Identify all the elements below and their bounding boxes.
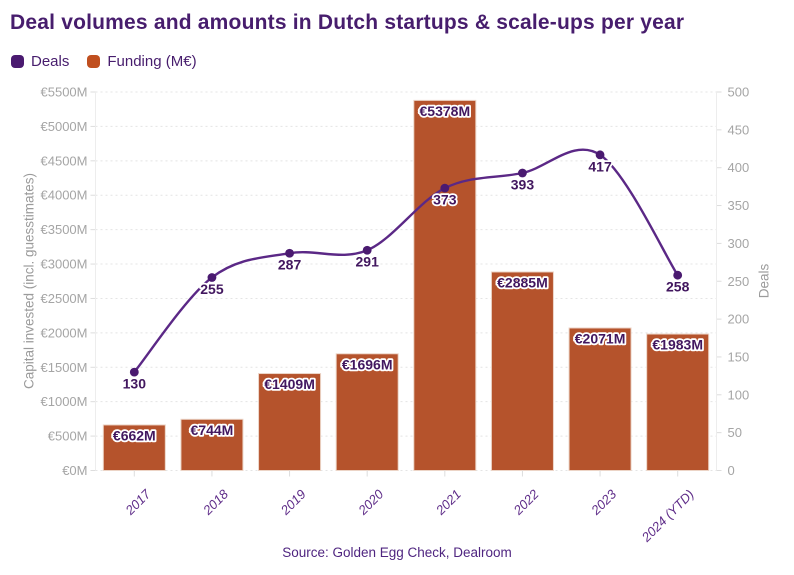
funding-bar-label: €2071M [575, 330, 626, 346]
deals-point-2019[interactable] [285, 248, 294, 258]
deals-point-label: 373 [433, 192, 457, 208]
left-axis-tick: €4000M [41, 188, 88, 203]
left-axis-tick: €0M [62, 463, 87, 478]
left-axis-tick: €4500M [41, 153, 88, 168]
right-axis-tick: 300 [728, 236, 750, 251]
funding-bar-label: €1409M [264, 376, 315, 392]
right-axis-tick: 150 [728, 349, 750, 364]
funding-bar-2017[interactable] [102, 424, 166, 471]
chart-title: Deal volumes and amounts in Dutch startu… [10, 11, 685, 34]
legend: Deals Funding (M€) [11, 53, 197, 70]
deals-point-label: 258 [666, 279, 690, 295]
x-axis-label-2019: 2019 [277, 487, 309, 519]
funding-bar-label: €1696M [342, 356, 393, 372]
x-axis-label-2021: 2021 [432, 487, 464, 519]
left-axis-tick: €5500M [41, 85, 88, 100]
deals-point-label: 393 [511, 176, 535, 192]
funding-bar-label: €2885M [497, 274, 548, 290]
funding-bar-2022[interactable] [490, 271, 554, 471]
source-caption: Source: Golden Egg Check, Dealroom [282, 545, 512, 560]
right-axis-tick: 100 [728, 387, 750, 402]
deals-point-2017[interactable] [129, 367, 139, 377]
right-axis-tick: 500 [728, 85, 750, 100]
deals-point-label: 291 [356, 254, 380, 270]
right-axis-tick: 50 [728, 425, 742, 440]
legend-label-funding: Funding (M€) [107, 53, 197, 70]
right-axis-tick: 450 [728, 122, 750, 137]
legend-label-deals: Deals [31, 53, 70, 70]
deals-point-label: 287 [278, 257, 302, 273]
left-axis-tick: €1000M [41, 394, 88, 409]
funding-bar-2024 (YTD)[interactable] [646, 333, 710, 471]
funding-bar-2020[interactable] [335, 353, 399, 471]
funding-bar-label: €662M [113, 427, 156, 443]
left-axis-tick: €5000M [41, 119, 88, 134]
deals-point-label: 255 [200, 281, 224, 297]
legend-item-deals[interactable]: Deals [11, 53, 69, 70]
right-axis-tick: 0 [728, 463, 735, 478]
deals-swatch-icon [11, 55, 24, 68]
left-axis-tick: €3500M [41, 222, 88, 237]
right-axis-tick: 400 [728, 160, 750, 175]
left-axis-tick: €1500M [41, 360, 88, 375]
funding-bar-label: €1983M [652, 337, 703, 353]
left-axis-tick: €3000M [41, 257, 88, 272]
deals-point-label: 417 [588, 158, 612, 174]
x-axis-label-2023: 2023 [587, 486, 619, 518]
left-axis-tick: €500M [48, 429, 88, 444]
deals-point-2018[interactable] [207, 273, 217, 282]
funding-bar-2023[interactable] [568, 327, 632, 471]
right-axis-tick: 200 [728, 312, 750, 327]
x-axis-label-2024 (YTD): 2024 (YTD) [638, 487, 697, 546]
x-axis-label-2022: 2022 [510, 486, 542, 518]
funding-swatch-icon [87, 55, 101, 68]
left-axis-tick: €2500M [41, 291, 88, 306]
funding-bar-label: €5378M [420, 103, 471, 119]
deals-point-2021[interactable] [440, 183, 450, 193]
deals-point-2023[interactable] [595, 150, 605, 160]
x-axis-label-2018: 2018 [199, 486, 231, 518]
x-axis-label-2017: 2017 [122, 486, 154, 518]
deals-point-2020[interactable] [362, 245, 372, 255]
funding-bar-label: €744M [191, 422, 234, 438]
funding-bar-2021[interactable] [413, 99, 477, 472]
legend-item-funding[interactable]: Funding (M€) [87, 53, 197, 70]
right-axis-tick: 350 [728, 198, 750, 213]
deals-point-2022[interactable] [518, 168, 527, 178]
x-axis-label-2020: 2020 [355, 486, 387, 518]
right-axis-tick: 250 [728, 274, 750, 289]
left-axis-tick: €2000M [41, 325, 88, 340]
deals-point-2024 (YTD)[interactable] [673, 270, 683, 280]
funding-bar-2019[interactable] [258, 373, 322, 472]
deals-point-label: 130 [123, 376, 147, 392]
